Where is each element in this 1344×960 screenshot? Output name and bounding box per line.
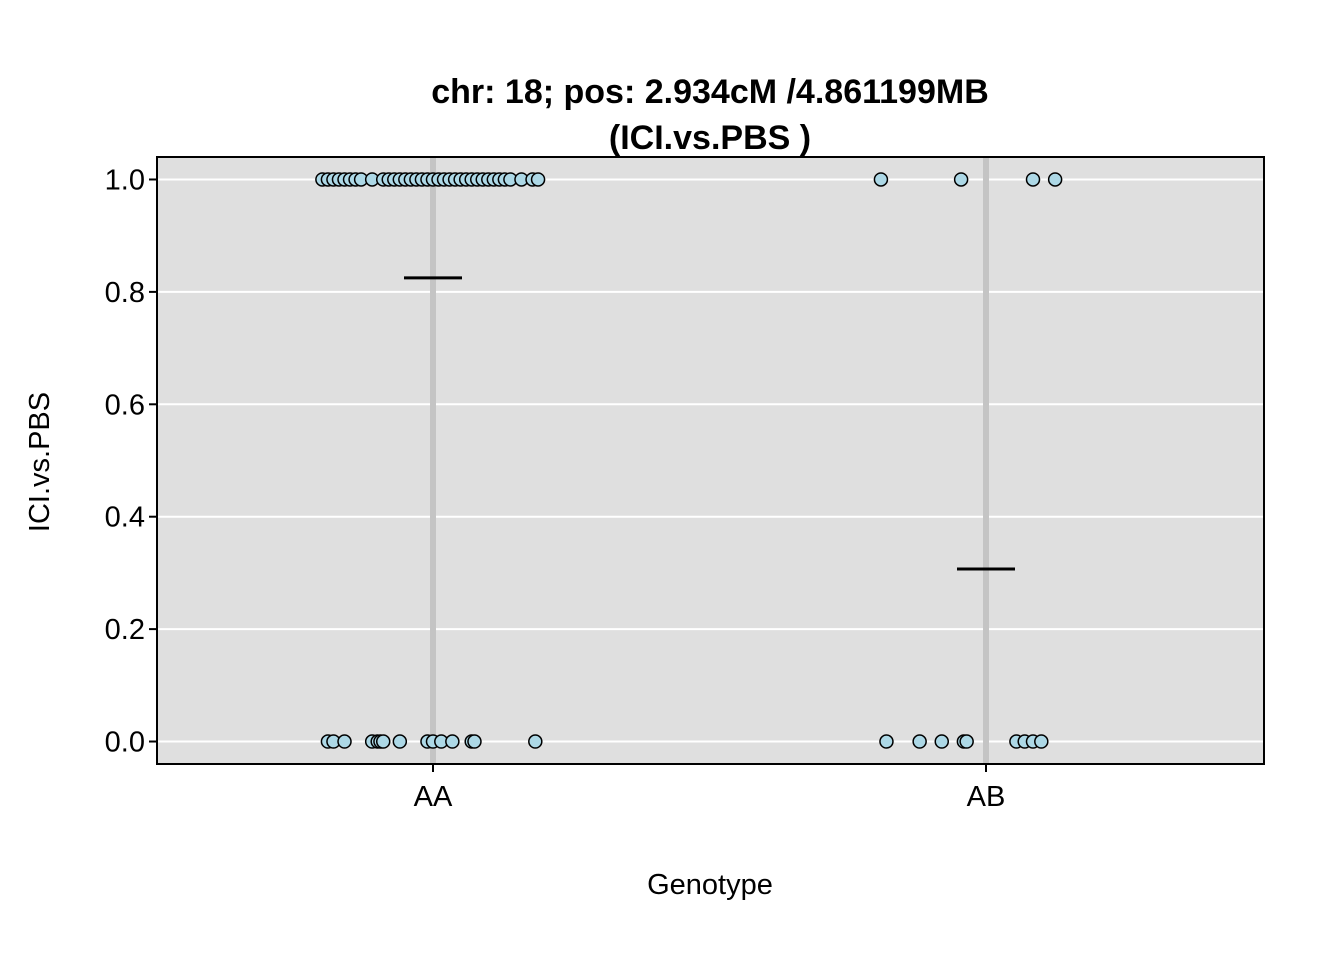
data-point-ab	[1047, 172, 1063, 187]
y-tick-label: 0.8	[105, 277, 145, 309]
y-tick-label: 0.0	[105, 727, 145, 759]
data-points	[315, 172, 1063, 749]
data-point-aa	[337, 734, 352, 749]
data-point-aa	[375, 734, 391, 749]
plot-panel	[157, 157, 1264, 764]
data-point-aa	[530, 172, 546, 187]
y-tick-label: 0.4	[105, 502, 145, 534]
x-tick-label-aa: AA	[414, 781, 453, 813]
group-lines	[430, 157, 989, 764]
data-point-ab	[879, 734, 894, 749]
data-point-ab	[959, 734, 974, 749]
y-tick-label: 1.0	[105, 164, 145, 196]
y-tick-label: 0.2	[105, 614, 145, 646]
y-axis-label: ICI.vs.PBS	[24, 392, 56, 532]
data-point-ab	[912, 734, 927, 749]
data-point-aa	[467, 734, 482, 749]
y-axis-ticks: 0.0 0.2 0.4 0.6 0.8 1.0	[105, 164, 157, 759]
data-point-ab	[873, 172, 889, 187]
mean-lines	[404, 276, 1015, 571]
data-point-ab	[934, 734, 950, 749]
y-tick-label: 0.6	[105, 389, 145, 421]
data-point-aa	[392, 734, 408, 749]
x-axis-ticks: AA AB	[414, 764, 1006, 813]
x-tick-label-ab: AB	[967, 781, 1006, 813]
data-point-ab	[953, 172, 969, 187]
data-point-ab	[1025, 172, 1041, 187]
chart-title-line-2: (ICI.vs.PBS )	[609, 119, 811, 157]
plot-border	[156, 156, 1265, 765]
data-point-aa	[528, 734, 543, 749]
data-point-aa	[445, 734, 460, 749]
x-axis-label: Genotype	[647, 869, 773, 901]
chart-title-line-1: chr: 18; pos: 2.934cM /4.861199MB	[431, 73, 989, 111]
data-point-ab	[1034, 734, 1049, 749]
